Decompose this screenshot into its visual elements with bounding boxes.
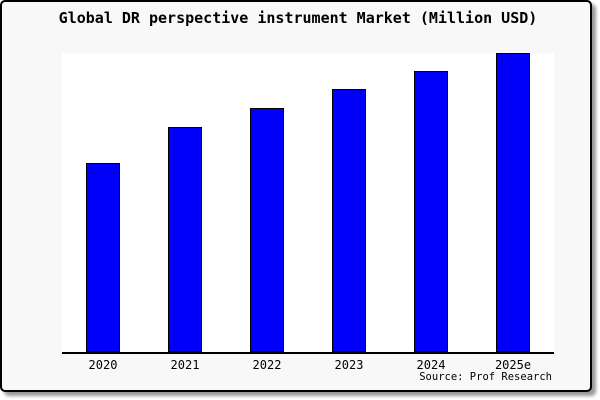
x-tick-label-2022: 2022: [252, 358, 282, 372]
chart-title: Global DR perspective instrument Market …: [58, 9, 538, 27]
bar-2021: [168, 127, 202, 352]
x-tick-label-2025e: 2025e: [494, 358, 532, 372]
source-caption: Source: Prof Research: [419, 371, 552, 383]
bar-2024: [414, 71, 448, 352]
chart-frame: Global DR perspective instrument Market …: [0, 0, 592, 392]
bar-2022: [250, 108, 284, 352]
x-tick-label-2023: 2023: [334, 358, 364, 372]
x-tick-label-2020: 2020: [88, 358, 118, 372]
x-tick-label-2024: 2024: [416, 358, 446, 372]
bar-2020: [86, 163, 120, 352]
bar-2025e: [496, 53, 530, 352]
x-tick-label-2021: 2021: [170, 358, 200, 372]
bar-2023: [332, 89, 366, 352]
plot-area: [62, 53, 554, 354]
